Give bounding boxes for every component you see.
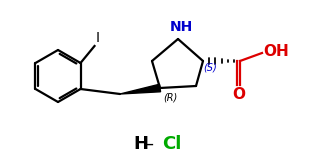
Text: NH: NH — [170, 20, 193, 34]
Polygon shape — [120, 84, 161, 94]
Text: OH: OH — [263, 44, 289, 60]
Text: –: – — [144, 135, 154, 153]
Text: O: O — [232, 87, 245, 102]
Text: (S): (S) — [203, 62, 217, 72]
Text: I: I — [95, 31, 100, 45]
Text: H: H — [133, 135, 148, 153]
Text: (R): (R) — [163, 93, 177, 103]
Text: Cl: Cl — [162, 135, 181, 153]
